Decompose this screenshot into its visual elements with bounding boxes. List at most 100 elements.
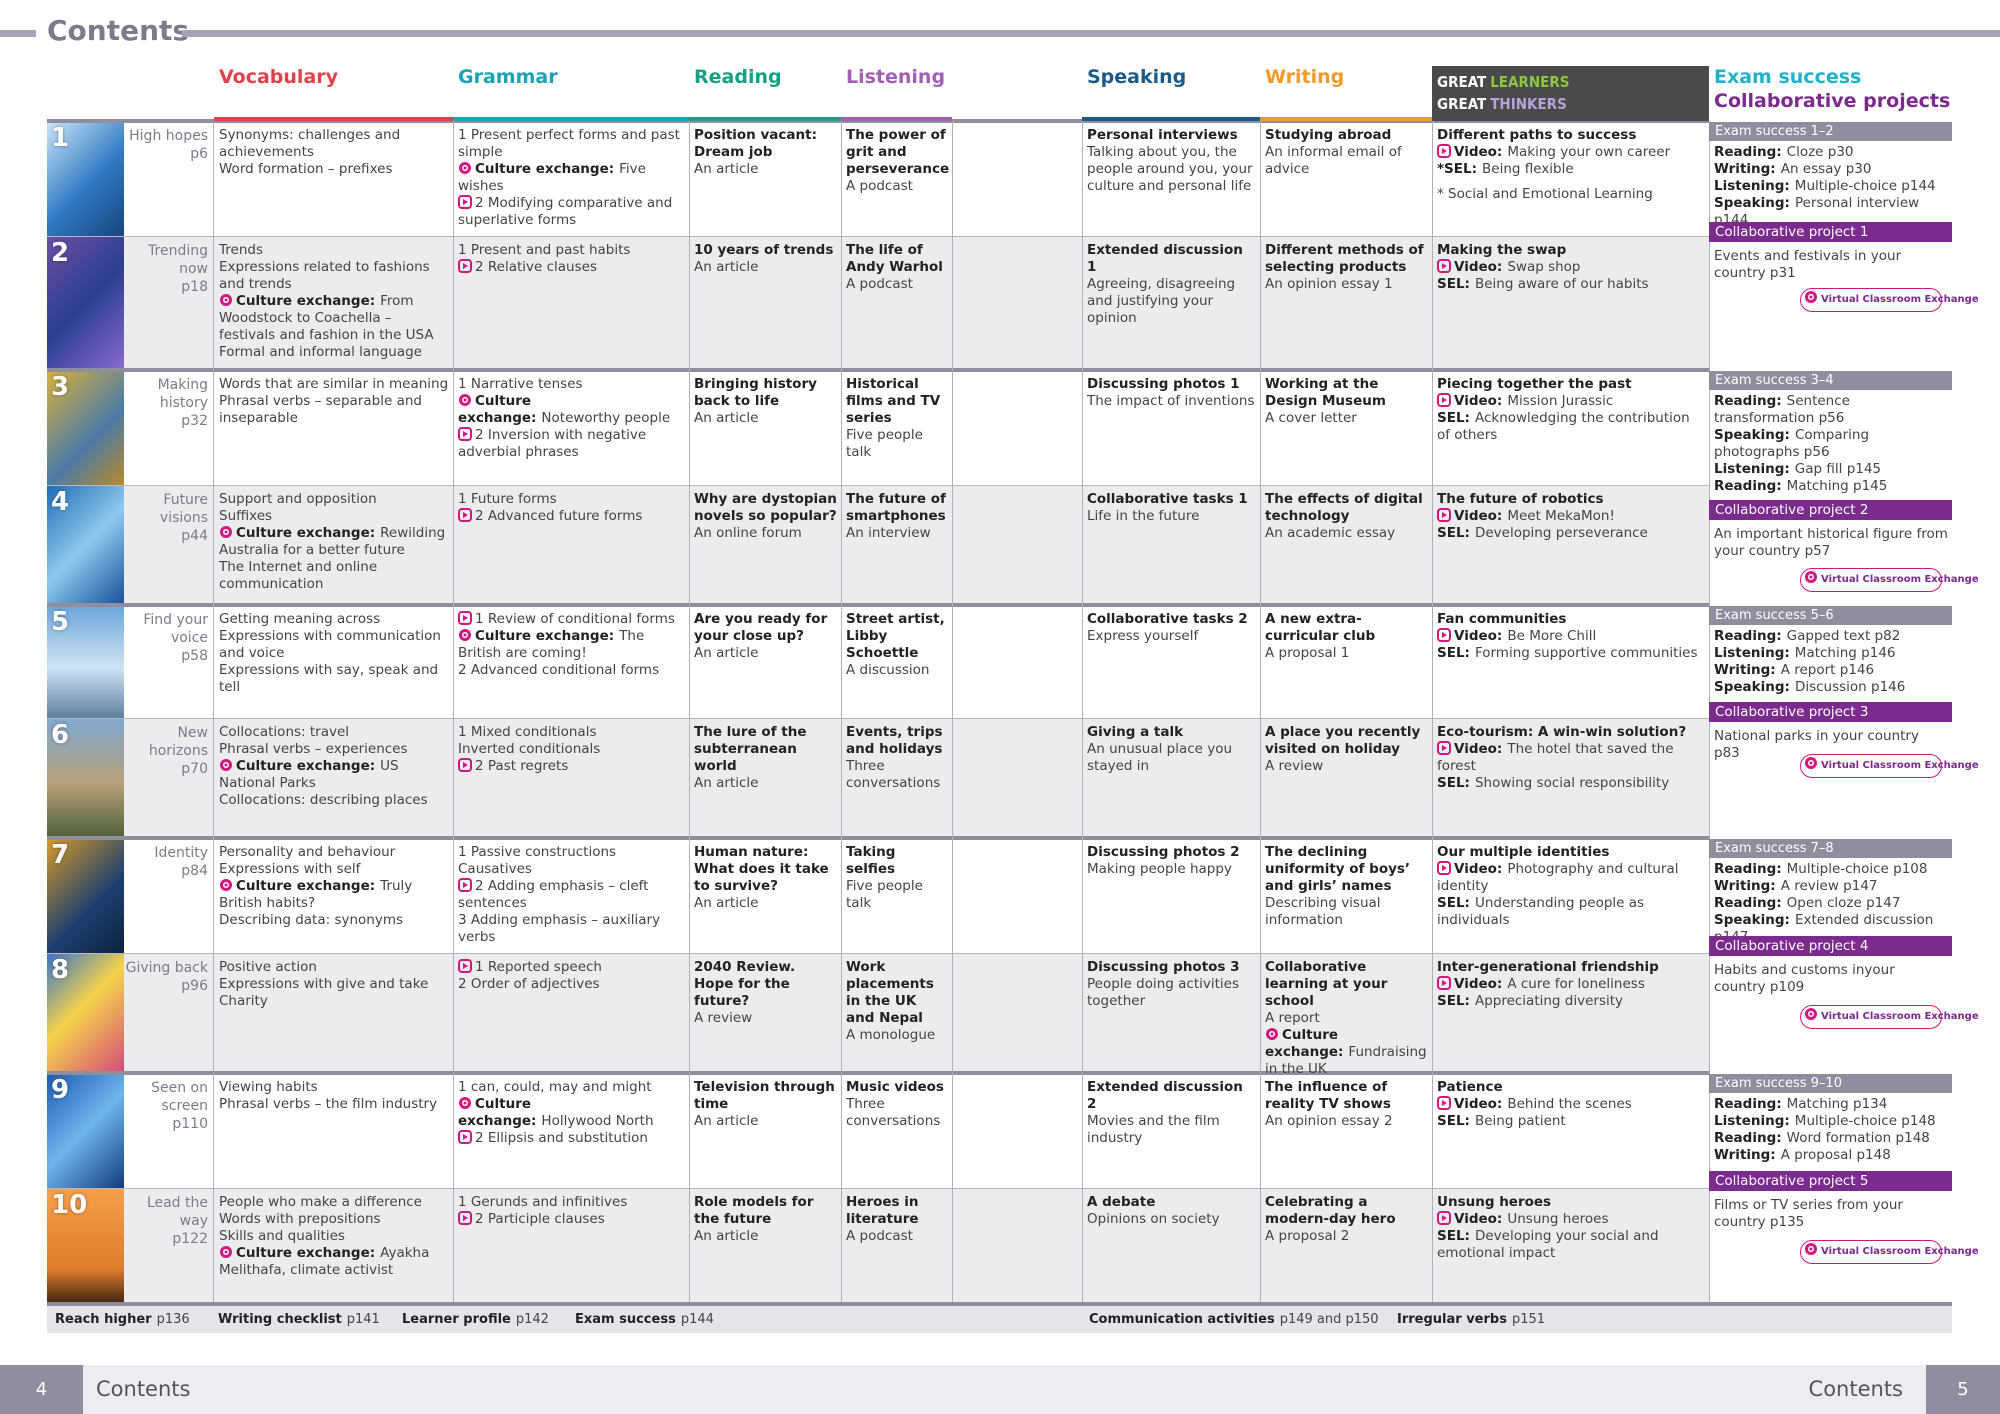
reading-cell: Human nature: What does it take to survi… <box>689 838 841 912</box>
line-text: A podcast <box>846 276 913 292</box>
line-text: An article <box>694 1113 759 1129</box>
cell-line: Words with prepositions <box>219 1211 449 1228</box>
grammar-cell: 1 Present and past habits 2 Relative clau… <box>453 236 689 276</box>
column-rule <box>1082 121 1083 1304</box>
line-text: Collaborative tasks 1 <box>1087 491 1248 507</box>
video-icon <box>458 758 472 772</box>
vce-badge-text: Virtual Classroom Exchange <box>1821 574 1979 585</box>
cell-line: Words that are similar in meaning <box>219 376 449 393</box>
row-shade <box>124 718 1709 838</box>
footer-label: Writing checklist <box>218 1312 342 1327</box>
great-cell: Inter-generational friendship Video: A cur… <box>1432 953 1709 1010</box>
line-text: Truly British habits? <box>219 878 413 911</box>
line-text: Eco-tourism: A win-win solution? <box>1437 724 1687 740</box>
line-text: Television through time <box>694 1079 835 1112</box>
line-text: Acknowledging the contribution of others <box>1437 410 1690 443</box>
unit-image: 8 <box>47 953 124 1073</box>
cell-line: Agreeing, disagreeing and justifying you… <box>1087 276 1256 327</box>
line-label: Speaking: <box>1714 912 1790 928</box>
footer-page: p142 <box>515 1312 549 1327</box>
video-icon <box>1437 976 1451 990</box>
line-text: Being aware of our habits <box>1474 276 1649 292</box>
great-cell: Unsung heroes Video: Unsung heroes SEL: Deve… <box>1432 1188 1709 1262</box>
line-text: The life of Andy Warhol <box>846 242 943 275</box>
cell-line: 2 Ellipsis and substitution <box>458 1130 685 1147</box>
unit-title-cell: High hopes p6 <box>124 127 212 163</box>
line-text: 1 Narrative tenses <box>458 376 583 392</box>
cell-line: Different methods of selecting products <box>1265 242 1428 276</box>
unit-page: p84 <box>181 863 208 879</box>
line-label: Video: <box>1454 393 1503 409</box>
cell-line: Video: A cure for loneliness <box>1437 976 1705 993</box>
cell-line: Culture exchange: The British are coming! <box>458 628 685 662</box>
line-text: Synonyms: challenges and achievements <box>219 127 401 160</box>
unit-page: p32 <box>181 413 208 429</box>
cell-line: Television through time <box>694 1079 837 1113</box>
line-text: Skills and qualities <box>219 1228 345 1244</box>
cell-line: 2 Advanced future forms <box>458 508 685 525</box>
cell-line: An article <box>694 1113 837 1130</box>
video-icon <box>458 959 472 973</box>
line-text: An opinion essay 1 <box>1265 276 1393 292</box>
footer-bar-rule <box>47 1302 1952 1306</box>
video-icon <box>1437 144 1451 158</box>
line-text: A review p147 <box>1780 878 1878 894</box>
row-shade <box>124 1188 1709 1304</box>
line-text: The lure of the subterranean world <box>694 724 807 774</box>
culture-icon <box>219 525 233 539</box>
reading-cell: Why are dystopian novels so popular? An o… <box>689 485 841 542</box>
line-text: Multiple-choice p148 <box>1794 1113 1936 1129</box>
exam-success-title: Exam success 7–8 <box>1709 839 1952 858</box>
line-text: Trends <box>219 242 263 258</box>
cell-line: Work placements in the UK and Nepal <box>846 959 948 1027</box>
cell-line: Reading: Sentence transformation p56 <box>1714 393 1948 427</box>
cell-line: SEL: Acknowledging the contribution of ot… <box>1437 410 1705 444</box>
line-text: Expressions related to fashions and tren… <box>219 259 430 292</box>
cell-line: *SEL: Being flexible <box>1437 161 1705 178</box>
line-text: People doing activities together <box>1087 976 1240 1009</box>
culture-icon <box>458 161 472 175</box>
reading-cell: Bringing history back to life An article <box>689 370 841 427</box>
cell-line: Formal and informal language <box>219 344 449 361</box>
cell-line: An unusual place you stayed in <box>1087 741 1256 775</box>
cell-line: Culture exchange: Hollywood North <box>458 1096 685 1130</box>
line-label: Culture exchange: <box>236 1245 376 1261</box>
line-text: The hotel that saved the forest <box>1437 741 1674 774</box>
footer-label: Communication activities <box>1089 1312 1275 1327</box>
cell-line: Opinions on society <box>1087 1211 1256 1228</box>
line-text: 2 Order of adjectives <box>458 976 600 992</box>
line-label: Video: <box>1454 508 1503 524</box>
footer-page: p136 <box>156 1312 190 1327</box>
line-text: Matching p146 <box>1794 645 1896 661</box>
line-label: Video: <box>1454 259 1503 275</box>
line-text: Collaborative tasks 2 <box>1087 611 1248 627</box>
line-text: Inverted conditionals <box>458 741 601 757</box>
cell-line: Causatives <box>458 861 685 878</box>
line-text: Role models for the future <box>694 1194 814 1227</box>
line-label: Reading: <box>1714 393 1782 409</box>
listening-cell: The life of Andy Warhol A podcast <box>841 236 952 293</box>
cell-line: SEL: Showing social responsibility <box>1437 775 1705 792</box>
exam-success-items: Reading: Sentence transformation p56 Speak… <box>1709 390 1952 495</box>
video-icon <box>458 427 472 441</box>
line-text: Patience <box>1437 1079 1503 1095</box>
unit-image: 7 <box>47 838 124 953</box>
cell-line: Piecing together the past <box>1437 376 1705 393</box>
video-icon <box>458 878 472 892</box>
cell-line: Discussing photos 2 <box>1087 844 1256 861</box>
footer-item: Writing checklist p141 <box>218 1312 380 1327</box>
vce-badge: Virtual Classroom Exchange <box>1800 568 1979 592</box>
row-rule-thick <box>47 603 1709 607</box>
line-text: Describing data: synonyms <box>219 912 404 928</box>
unit-number: 3 <box>51 372 70 402</box>
vocabulary-cell: Viewing habits Phrasal verbs – the film i… <box>214 1073 453 1113</box>
vce-badge: Virtual Classroom Exchange <box>1800 1005 1979 1029</box>
cell-line: 3 Adding emphasis – auxiliary verbs <box>458 912 685 946</box>
cell-line: A monologue <box>846 1027 948 1044</box>
culture-icon <box>1265 1027 1279 1041</box>
line-text: Position vacant: Dream job <box>694 127 817 160</box>
unit-page: p18 <box>181 279 208 295</box>
unit-image: 3 <box>47 370 124 485</box>
speaking-cell: Discussing photos 2 Making people happy <box>1082 838 1260 878</box>
video-icon <box>1437 1096 1451 1110</box>
